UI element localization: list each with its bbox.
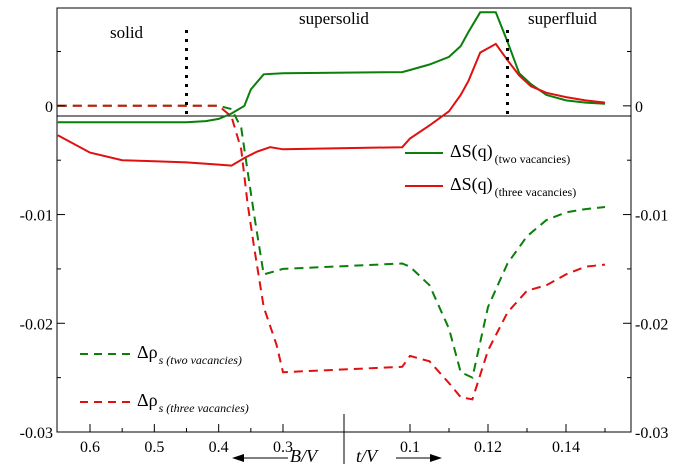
- legend-upper: ΔS(q) (two vacancies) ΔS(q) (three vacanci…: [405, 141, 576, 199]
- y-tick-label-right-0: 0: [635, 99, 643, 116]
- region-label-solid: solid: [110, 23, 144, 42]
- x-tick-label-left-1: 0.5: [144, 439, 164, 456]
- y-tick-label-left-0: 0: [45, 99, 53, 116]
- series-line-1: [57, 42, 606, 167]
- legend-label-three-vacancies-s: ΔS(q) (three vacancies): [450, 174, 576, 199]
- region-label-supersolid: supersolid: [299, 9, 369, 28]
- arrow-right-head: [430, 454, 442, 462]
- legend-lower: Δρs (two vacancies) Δρs (three vacancies…: [80, 342, 249, 415]
- arrow-left-head: [232, 454, 244, 462]
- legend-label-two-vacancies-rho: Δρs (two vacancies): [137, 342, 242, 367]
- y-tick-label-right-3: -0.03: [635, 425, 668, 442]
- x-axis-label-left: B/V: [290, 446, 319, 464]
- x-tick-label-right-0: 0.1: [400, 439, 420, 456]
- x-tick-label-left-0: 0.6: [80, 439, 100, 456]
- x-tick-label-right-2: 0.14: [552, 439, 580, 456]
- x-axis-label-right: t/V: [356, 446, 379, 464]
- y-tick-label-left-2: -0.02: [20, 316, 53, 333]
- phase-boundaries: [185, 30, 509, 118]
- x-axis-labels: B/V t/V: [232, 414, 442, 464]
- x-tick-label-left-3: 0.3: [273, 439, 293, 456]
- plot-frame: [56, 7, 632, 433]
- region-label-superfluid: superfluid: [528, 9, 597, 28]
- y-tick-label-left-3: -0.03: [20, 425, 53, 442]
- legend-label-two-vacancies-s: ΔS(q) (two vacancies): [450, 141, 570, 166]
- x-tick-label-right-1: 0.12: [474, 439, 502, 456]
- y-tick-label-right-2: -0.02: [635, 316, 668, 333]
- ticks-layer: 0 0 -0.01 -0.01 -0.02 -0.02 -0.03 -0.03 0.6 0.5 0.…: [20, 50, 668, 456]
- series-layer: [57, 11, 606, 401]
- legend-label-three-vacancies-rho: Δρs (three vacancies): [137, 390, 249, 415]
- series-line-0: [57, 11, 606, 124]
- y-tick-label-right-1: -0.01: [635, 208, 668, 225]
- series-line-2: [57, 104, 606, 380]
- y-tick-label-left-1: -0.01: [20, 208, 53, 225]
- x-tick-label-left-2: 0.4: [209, 439, 229, 456]
